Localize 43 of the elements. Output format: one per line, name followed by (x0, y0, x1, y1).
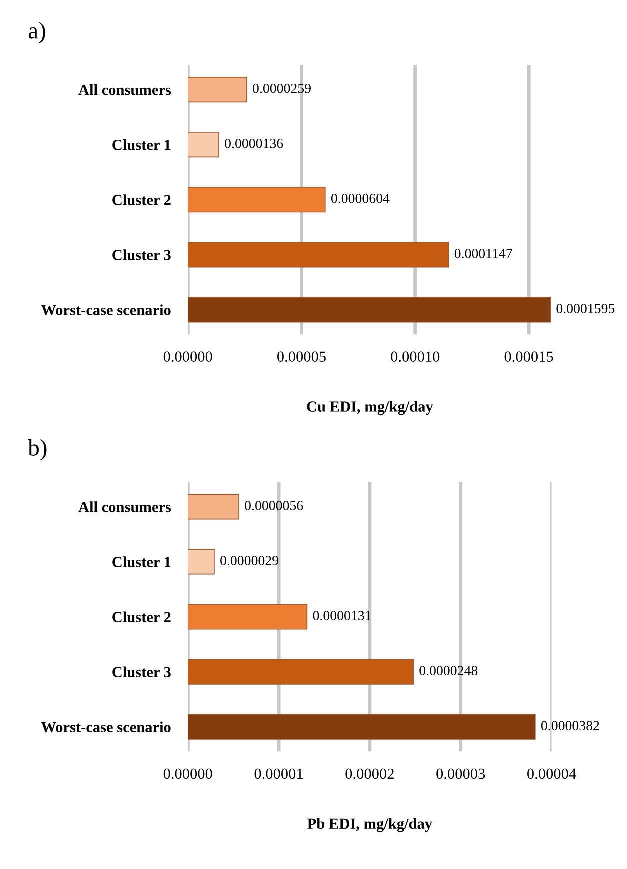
data-label: 0.0000259 (253, 84, 311, 94)
bar (188, 714, 536, 740)
y-tick-label: Worst-case scenario (41, 722, 171, 733)
y-tick-label: All consumers (78, 84, 172, 96)
bar (188, 297, 552, 323)
x-tick-label: 0.00000 (164, 352, 212, 362)
chart-title: b) (28, 439, 47, 461)
data-label: 0.0000136 (225, 138, 284, 148)
x-tick-label: 0.00000 (164, 768, 212, 780)
y-tick-label: Cluster 2 (112, 612, 171, 622)
bar (188, 187, 326, 213)
bar (188, 604, 308, 630)
x-axis-title: Cu EDI, mg/kg/day (307, 401, 434, 416)
bar (188, 77, 248, 103)
x-tick-label: 0.00005 (278, 352, 326, 362)
x-tick-label: 0.00001 (254, 768, 303, 780)
bar (188, 132, 220, 158)
y-tick-label: Cluster 1 (112, 556, 171, 568)
y-tick-label: Cluster 1 (112, 140, 171, 150)
data-label: 0.0001147 (454, 249, 512, 258)
y-tick-label: All consumers (78, 502, 172, 512)
y-tick-label: Worst-case scenario (41, 304, 171, 316)
data-label: 0.0000029 (220, 556, 278, 566)
y-tick-label: Cluster 3 (112, 666, 171, 678)
data-label: 0.0000604 (331, 194, 390, 204)
y-tick-label: Cluster 3 (112, 250, 171, 260)
data-label: 0.0000382 (541, 721, 600, 731)
bar (188, 549, 215, 575)
bar (188, 242, 450, 268)
x-tick-label: 0.00004 (528, 768, 576, 780)
bar (188, 494, 240, 520)
data-label: 0.0000131 (313, 611, 371, 621)
x-tick-label: 0.00015 (504, 352, 554, 362)
data-label: 0.0001595 (556, 304, 615, 314)
data-label: 0.0000056 (245, 501, 304, 510)
bar (188, 659, 414, 685)
data-label: 0.0000248 (420, 666, 478, 676)
x-tick-label: 0.00003 (436, 768, 486, 780)
x-tick-label: 0.00010 (391, 352, 440, 362)
x-axis-title: Pb EDI, mg/kg/day (308, 818, 432, 832)
y-tick-label: Cluster 2 (112, 194, 171, 206)
x-tick-label: 0.00002 (346, 768, 394, 780)
chart-title: a) (28, 22, 46, 44)
